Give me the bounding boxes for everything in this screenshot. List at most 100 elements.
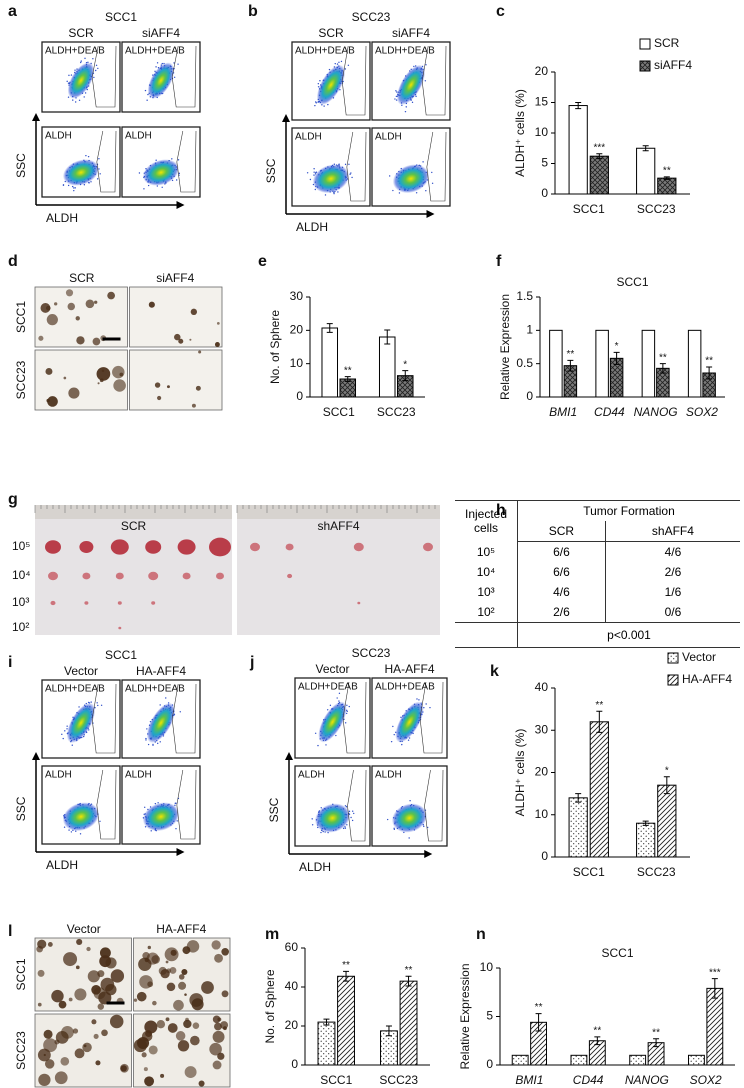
ruler [35, 505, 232, 519]
panel-letter: m [265, 926, 279, 943]
sphere [181, 969, 187, 975]
column-label: Vector [67, 922, 101, 936]
flow-event [310, 179, 311, 180]
column-label: siAFF4 [142, 26, 180, 40]
tumor [45, 540, 61, 554]
x-axis-label: ALDH [46, 858, 78, 872]
panel-letter: a [8, 3, 17, 20]
sphere [149, 302, 155, 308]
y-axis-label: SSC [267, 797, 281, 822]
sphere [185, 1066, 197, 1078]
flow-event [320, 832, 321, 833]
flow-event [327, 709, 328, 710]
flow-event [425, 64, 426, 65]
flow-event [99, 173, 100, 174]
significance: * [403, 359, 407, 370]
sphere [201, 981, 214, 994]
column-label: shAFF4 [317, 519, 359, 533]
flow-event [80, 833, 81, 834]
chart-title: SCC1 [616, 275, 648, 289]
sphere [99, 955, 111, 967]
arrow-head [285, 752, 293, 760]
sphere [97, 367, 111, 381]
flow-event [416, 698, 417, 699]
flow-event [394, 829, 395, 830]
flow-event [408, 739, 409, 740]
significance: ** [535, 1002, 543, 1013]
bar [688, 330, 700, 397]
tumor [145, 540, 161, 554]
sphere [38, 1003, 42, 1007]
flow-event [97, 68, 98, 69]
panel-letter: j [249, 654, 254, 671]
sphere [144, 1067, 148, 1071]
bar [379, 337, 395, 397]
flow-event [317, 745, 318, 746]
flow-event [387, 819, 388, 820]
tumor [216, 573, 224, 580]
panel-letter: c [496, 3, 505, 20]
gate-label: ALDH [45, 131, 72, 142]
flow-event [72, 744, 73, 745]
flow-event [353, 813, 354, 814]
x-tick-label: SCC23 [377, 405, 416, 419]
y-tick-label: 5 [541, 156, 548, 170]
sphere [213, 1031, 225, 1043]
flow-event [399, 192, 400, 193]
sphere [95, 1060, 100, 1065]
flow-event [348, 164, 349, 165]
flow-event [75, 101, 76, 102]
sphere [155, 382, 160, 387]
sphere [217, 1053, 224, 1060]
tumor [82, 573, 90, 580]
table-column: shAFF4 [605, 521, 740, 542]
table-cell: 2/6 [518, 602, 606, 623]
x-tick-label: NANOG [625, 1073, 669, 1087]
sphere [148, 946, 151, 949]
table-cell: 10⁵ [455, 542, 518, 563]
flow-event [338, 700, 339, 701]
table-cell: 10⁴ [455, 562, 518, 582]
ruler [237, 505, 440, 519]
legend-label: HA-AFF4 [682, 672, 732, 686]
flow-event [175, 803, 176, 804]
flow-event [409, 800, 410, 801]
significance: ** [593, 1026, 601, 1037]
flow-event [323, 105, 324, 106]
sphere [214, 954, 223, 963]
flow-event [412, 102, 413, 103]
sphere [185, 1018, 189, 1022]
sphere [178, 1040, 189, 1051]
bar [658, 178, 676, 194]
sphere [45, 1059, 54, 1068]
sphere [47, 314, 58, 325]
flow-event [171, 158, 172, 159]
sphere [166, 961, 169, 964]
y-tick-label: 0 [541, 186, 548, 200]
flow-event [145, 738, 146, 739]
y-tick-label: 20 [290, 323, 304, 337]
significance: * [615, 341, 619, 352]
arrow-head [424, 850, 432, 858]
flow-event [99, 821, 100, 822]
flow-event [101, 705, 102, 706]
gate-label: ALDH [45, 770, 72, 781]
sphere [55, 1071, 68, 1084]
row-label: SCC23 [14, 360, 28, 399]
flow-event [162, 187, 163, 188]
bar [630, 1055, 646, 1065]
x-tick-label: SCC1 [573, 202, 605, 216]
flow-event [71, 74, 72, 75]
legend-swatch [640, 61, 650, 71]
flow-event [345, 722, 346, 723]
flow-event [90, 701, 91, 702]
y-tick-label: 0.5 [516, 356, 533, 370]
flow-event [73, 190, 74, 191]
flow-event [338, 62, 339, 63]
sphere [213, 1061, 222, 1070]
y-tick-label: 1.5 [516, 289, 533, 303]
gate-label: ALDH+DEAB [45, 46, 105, 57]
flow-event [74, 69, 75, 70]
arrow-head [177, 848, 185, 856]
sphere [160, 1074, 164, 1078]
